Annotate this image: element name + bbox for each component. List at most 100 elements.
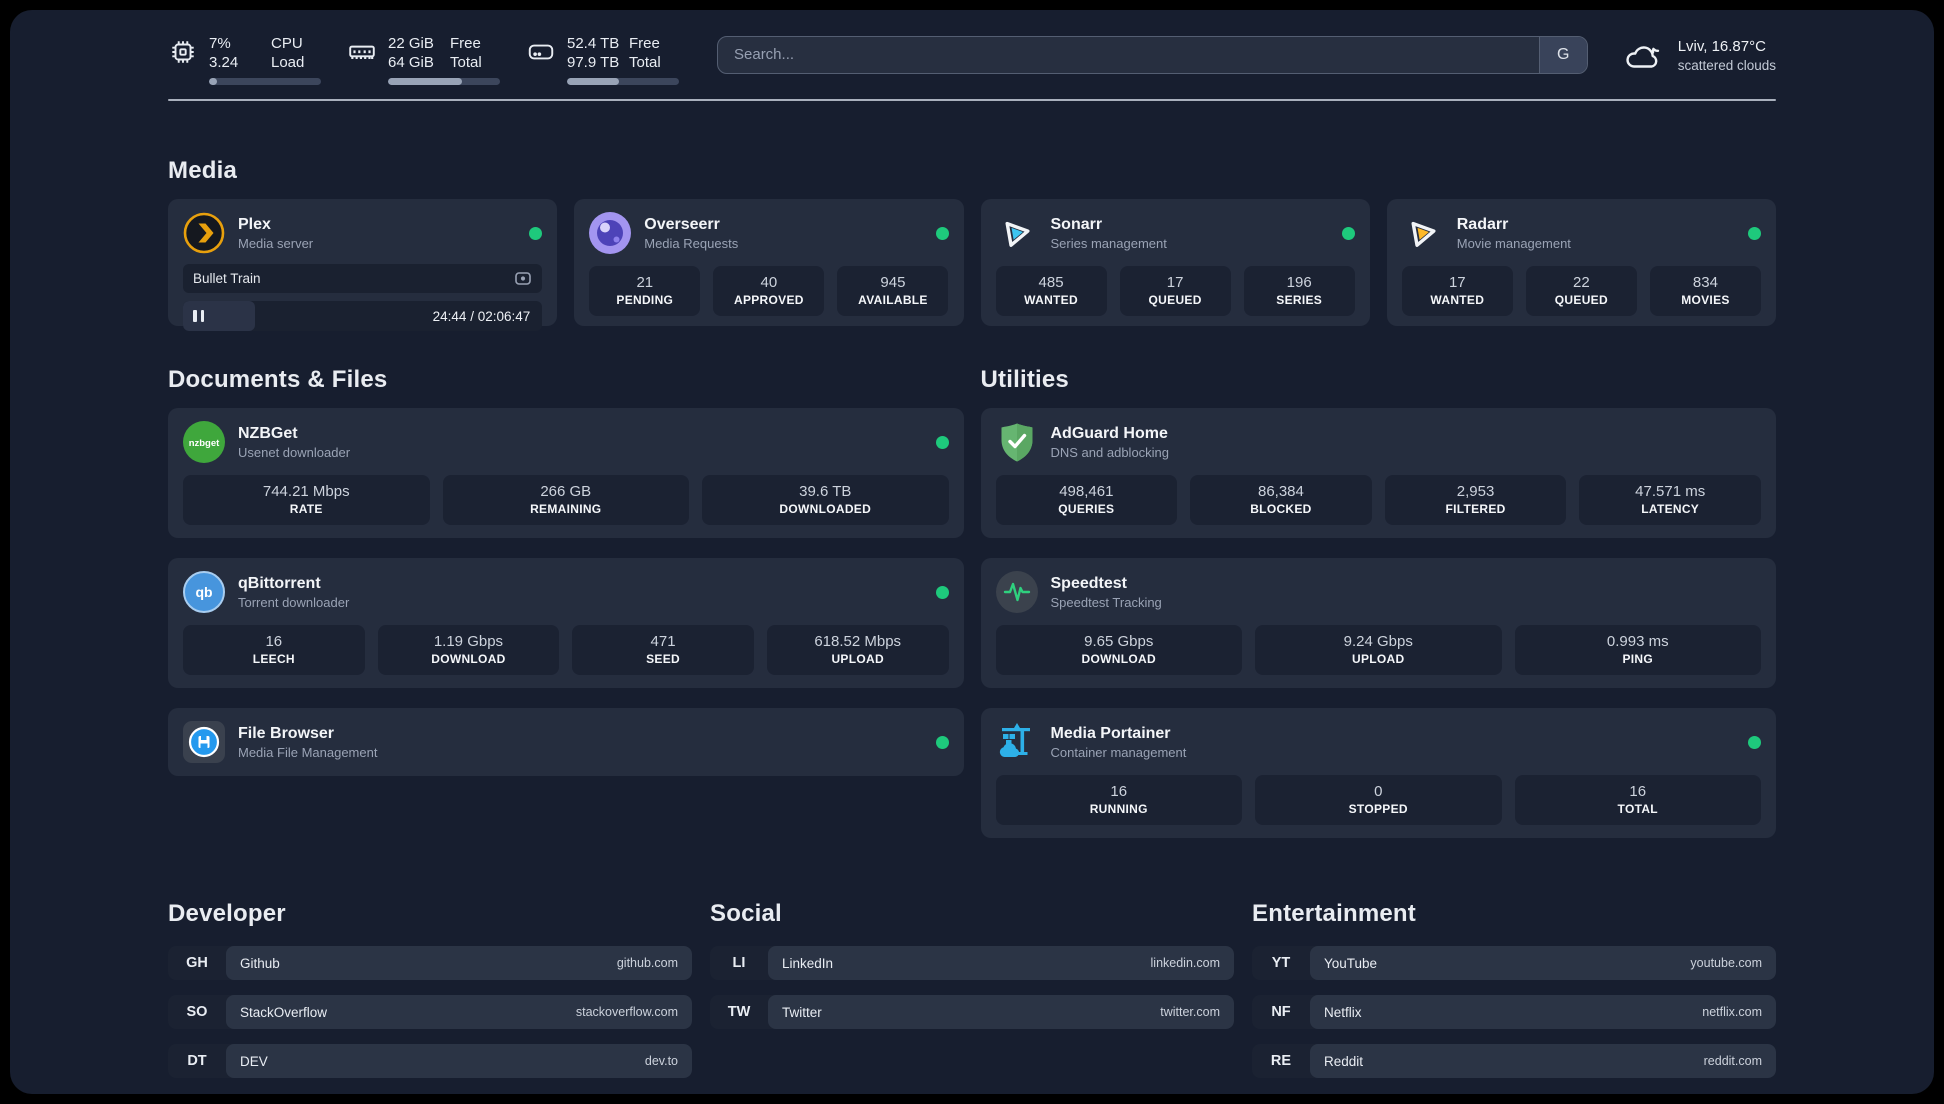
- stat-value: 485: [1038, 274, 1064, 291]
- bookmark-dev[interactable]: DT DEV dev.to: [168, 1044, 692, 1078]
- top-divider: [168, 99, 1776, 101]
- app-card-adguard[interactable]: AdGuard Home DNS and adblocking 498,461 …: [980, 408, 1776, 538]
- stat-value: 834: [1692, 274, 1718, 291]
- weather-widget: Lviv, 16.87°C scattered clouds: [1622, 37, 1776, 75]
- stat-label: PENDING: [616, 293, 674, 307]
- stat-value: 945: [880, 274, 906, 291]
- app-card-overseerr[interactable]: Overseerr Media Requests 21 PENDING 40 A…: [574, 199, 964, 326]
- stat-value: 22: [1573, 274, 1590, 291]
- app-card-filebrowser[interactable]: File Browser Media File Management: [168, 708, 964, 776]
- section-heading-media: Media: [168, 157, 238, 184]
- stat-value: 40: [760, 274, 778, 291]
- app-card-sonarr[interactable]: Sonarr Series management 485 WANTED 17 Q…: [980, 199, 1370, 326]
- stat-approved: 40 APPROVED: [713, 266, 825, 316]
- cloud-icon: [1622, 38, 1666, 74]
- bookmark-stackoverflow[interactable]: SO StackOverflow stackoverflow.com: [168, 995, 692, 1029]
- bookmark-abbr: TW: [727, 1004, 751, 1020]
- stat-total: 16 TOTAL: [1514, 775, 1761, 825]
- bookmark-linkedin[interactable]: LI LinkedIn linkedin.com: [710, 946, 1234, 980]
- svg-text:nzbget: nzbget: [189, 438, 220, 449]
- cpu-load-label: Load: [271, 54, 305, 71]
- stat-movies: 834 MOVIES: [1649, 266, 1761, 316]
- disk-total-value: 97.9 TB: [567, 54, 620, 71]
- status-dot-online: [935, 735, 949, 749]
- bookmark-netflix[interactable]: NF Netflix netflix.com: [1252, 995, 1776, 1029]
- search-engine-button[interactable]: G: [1538, 36, 1587, 73]
- app-name: Media Portainer: [1050, 724, 1171, 742]
- playback-progress-bar[interactable]: 24:44 / 02:06:47: [183, 301, 543, 331]
- pause-icon[interactable]: [193, 310, 204, 322]
- bookmark-abbr: SO: [186, 1004, 208, 1020]
- nzbget-icon: nzbget: [183, 421, 225, 463]
- app-name: File Browser: [238, 724, 335, 742]
- section-heading-entertainment: Entertainment: [1252, 900, 1416, 927]
- plex-icon: [183, 212, 225, 254]
- stat-wanted: 17 WANTED: [1401, 266, 1513, 316]
- stat-value: 9.65 Gbps: [1084, 633, 1154, 650]
- app-name: Sonarr: [1050, 215, 1103, 233]
- bookmark-name: Twitter: [782, 1004, 822, 1020]
- stat-label: WANTED: [1024, 293, 1078, 307]
- stat-running: 16 RUNNING: [995, 775, 1242, 825]
- stat-label: TOTAL: [1617, 802, 1658, 816]
- weather-location-temp: Lviv, 16.87°C: [1677, 37, 1766, 55]
- stat-seed: 471 SEED: [572, 625, 754, 675]
- memory-widget: 22 GiB 64 GiB Free Total: [347, 34, 500, 85]
- stat-label: QUEUED: [1148, 293, 1202, 307]
- stat-label: RATE: [289, 502, 323, 516]
- stat-value: 47.571 ms: [1635, 483, 1706, 500]
- stat-value: 9.24 Gbps: [1343, 633, 1413, 650]
- disk-free-label: Free: [629, 35, 660, 52]
- cpu-widget: 7% 3.24 CPU Load: [168, 34, 321, 85]
- stat-wanted: 485 WANTED: [995, 266, 1107, 316]
- cpu-percent: 7%: [209, 35, 231, 52]
- now-playing-title-row: Bullet Train: [183, 264, 543, 293]
- disk-progress-fill: [567, 78, 619, 85]
- section-heading-utilities: Utilities: [980, 366, 1069, 393]
- app-card-plex[interactable]: Plex Media server Bullet Train: [168, 199, 558, 331]
- app-card-qbittorrent[interactable]: qb qBittorrent Torrent downloader 16: [168, 558, 964, 688]
- stat-label: QUERIES: [1058, 502, 1115, 516]
- bookmark-url: netflix.com: [1702, 1005, 1762, 1019]
- stat-label: WANTED: [1430, 293, 1485, 307]
- bookmark-abbr: NF: [1271, 1004, 1291, 1020]
- stat-label: AVAILABLE: [858, 293, 928, 307]
- stat-label: SERIES: [1276, 293, 1323, 307]
- app-description: Container management: [1050, 744, 1187, 760]
- app-description: Media Requests: [644, 235, 739, 251]
- stat-label: UPLOAD: [1352, 652, 1405, 666]
- stat-value: 1.19 Gbps: [433, 633, 504, 650]
- qbittorrent-icon: qb: [183, 571, 225, 613]
- stat-value: 471: [650, 633, 676, 650]
- stat-downloaded: 39.6 TB DOWNLOADED: [702, 475, 949, 525]
- app-card-nzbget[interactable]: nzbget NZBGet Usenet downloader 744.21 M…: [168, 408, 964, 538]
- stat-stopped: 0 STOPPED: [1255, 775, 1502, 825]
- stat-label: SEED: [646, 652, 680, 666]
- stat-queued: 22 QUEUED: [1525, 266, 1637, 316]
- bookmark-github[interactable]: GH Github github.com: [168, 946, 692, 980]
- cast-icon[interactable]: [514, 270, 532, 287]
- bookmark-url: github.com: [616, 956, 678, 970]
- stat-label: APPROVED: [733, 293, 804, 307]
- app-card-radarr[interactable]: Radarr Movie management 17 WANTED 22 QUE…: [1386, 199, 1776, 326]
- stat-value: 21: [636, 274, 654, 291]
- bookmark-url: reddit.com: [1703, 1054, 1762, 1068]
- app-card-speedtest[interactable]: Speedtest Speedtest Tracking 9.65 Gbps D…: [980, 558, 1776, 688]
- bookmark-youtube[interactable]: YT YouTube youtube.com: [1252, 946, 1776, 980]
- stat-label: QUEUED: [1554, 293, 1608, 307]
- bookmark-twitter[interactable]: TW Twitter twitter.com: [710, 995, 1234, 1029]
- memory-free-value: 22 GiB: [388, 35, 434, 52]
- app-name: Plex: [238, 215, 271, 233]
- app-card-portainer[interactable]: Media Portainer Container management 16 …: [980, 708, 1776, 838]
- stat-label: PING: [1622, 652, 1654, 666]
- sonarr-icon: [996, 212, 1038, 254]
- stat-label: LEECH: [252, 652, 295, 666]
- status-dot-online: [1341, 226, 1355, 240]
- app-description: Speedtest Tracking: [1050, 594, 1162, 610]
- app-name: NZBGet: [238, 424, 298, 442]
- stat-value: 16: [1110, 783, 1128, 800]
- bookmark-reddit[interactable]: RE Reddit reddit.com: [1252, 1044, 1776, 1078]
- search-input[interactable]: [718, 36, 1539, 73]
- stat-download: 9.65 Gbps DOWNLOAD: [995, 625, 1242, 675]
- app-name: Overseerr: [644, 215, 720, 233]
